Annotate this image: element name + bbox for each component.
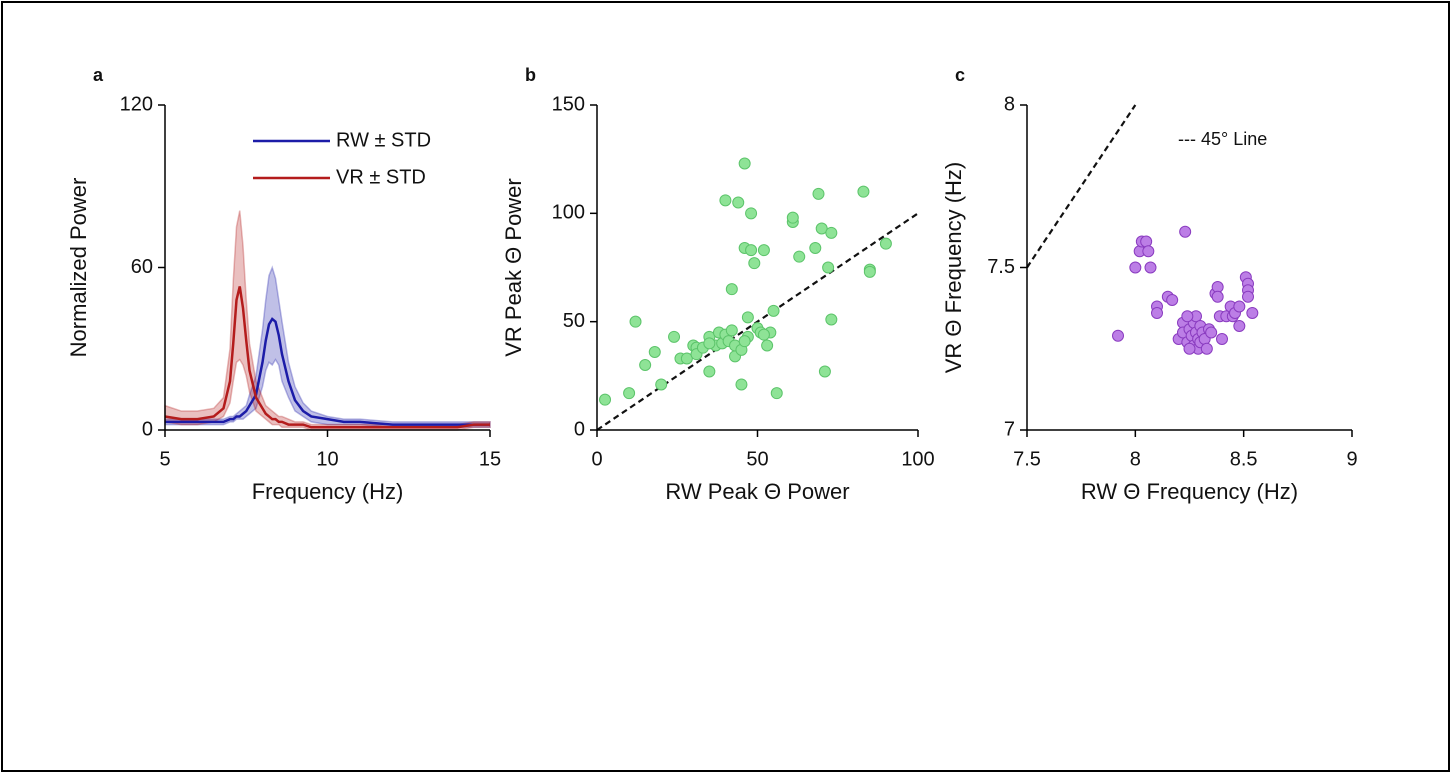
point: [1166, 294, 1179, 306]
point: [1211, 290, 1224, 303]
y-tick-label: 0: [142, 418, 153, 440]
x-tick-label: 8.5: [1230, 448, 1258, 470]
point: [1205, 326, 1218, 339]
point: [825, 226, 838, 239]
point: [793, 250, 806, 263]
point: [639, 359, 652, 371]
point: [745, 207, 758, 220]
x-axis-label: RW Peak Θ Power: [665, 479, 849, 504]
y-tick-label: 50: [563, 310, 585, 332]
y-tick-label: 8: [1004, 93, 1015, 115]
x-tick-label: 50: [746, 448, 768, 470]
x-tick-label: 9: [1346, 448, 1357, 470]
x-tick-label: 100: [901, 448, 934, 470]
point: [812, 187, 825, 200]
y-tick-label: 7: [1004, 418, 1015, 440]
point: [655, 378, 668, 391]
legend-label: VR ± STD: [336, 166, 426, 188]
point: [703, 337, 716, 350]
point: [818, 365, 831, 378]
point: [725, 324, 738, 337]
std-band: [164, 265, 491, 429]
y-tick-label: 150: [552, 93, 585, 115]
point: [1112, 329, 1124, 342]
point: [1151, 307, 1163, 319]
point: [761, 339, 774, 352]
point: [879, 237, 892, 250]
point: [770, 387, 783, 400]
point: [767, 304, 780, 317]
point: [738, 335, 751, 348]
y-tick-label: 120: [120, 93, 153, 115]
point: [1216, 333, 1228, 345]
point: [629, 315, 642, 328]
panel-label: a: [93, 65, 104, 85]
point: [599, 393, 612, 406]
x-tick-label: 8: [1130, 448, 1141, 470]
point: [738, 157, 751, 170]
point: [748, 257, 761, 270]
point: [1183, 342, 1196, 355]
point: [825, 313, 838, 326]
point: [1142, 245, 1155, 258]
point: [1140, 235, 1153, 248]
x-tick-label: 15: [479, 448, 501, 470]
point: [1181, 310, 1194, 323]
reference-line: [1026, 104, 1137, 269]
point: [1129, 261, 1142, 274]
point: [1246, 307, 1259, 319]
reference-label: --- 45° Line: [1178, 129, 1267, 149]
point: [741, 311, 754, 324]
point: [1200, 342, 1213, 355]
point: [732, 196, 745, 209]
mean-line: [165, 317, 490, 426]
y-tick-label: 0: [574, 418, 585, 440]
x-tick-label: 0: [591, 448, 602, 470]
point: [1179, 225, 1192, 238]
point: [757, 244, 770, 257]
point: [623, 387, 636, 400]
x-axis-label: RW Θ Frequency (Hz): [1081, 479, 1298, 504]
point: [1242, 290, 1254, 303]
y-tick-label: 60: [131, 256, 153, 278]
point: [725, 283, 738, 296]
point: [1144, 261, 1157, 274]
point: [703, 365, 716, 378]
y-axis-label: VR Θ Frequency (Hz): [941, 162, 966, 374]
point: [757, 328, 770, 341]
point: [735, 378, 748, 391]
y-axis-label: Normalized Power: [66, 178, 91, 358]
point: [857, 185, 870, 198]
y-tick-label: 100: [552, 202, 585, 224]
point: [1233, 320, 1246, 332]
point: [786, 211, 799, 224]
std-band: [164, 210, 491, 431]
point: [822, 261, 835, 274]
point: [745, 244, 758, 257]
reference-line: [596, 212, 919, 431]
panel-label: b: [525, 65, 536, 85]
x-axis-label: Frequency (Hz): [252, 479, 404, 504]
y-axis-label: VR Peak Θ Power: [501, 178, 526, 357]
mean-line: [164, 286, 490, 429]
y-tick-label: 7.5: [987, 256, 1015, 278]
x-tick-label: 10: [316, 448, 338, 470]
point: [668, 330, 681, 343]
point: [1233, 300, 1246, 313]
panel-label: c: [955, 65, 965, 85]
point: [648, 346, 661, 358]
legend-label: RW ± STD: [336, 129, 431, 151]
x-tick-label: 7.5: [1013, 448, 1041, 470]
x-tick-label: 5: [159, 448, 170, 470]
point: [719, 194, 732, 207]
point: [863, 265, 876, 278]
point: [809, 242, 822, 254]
